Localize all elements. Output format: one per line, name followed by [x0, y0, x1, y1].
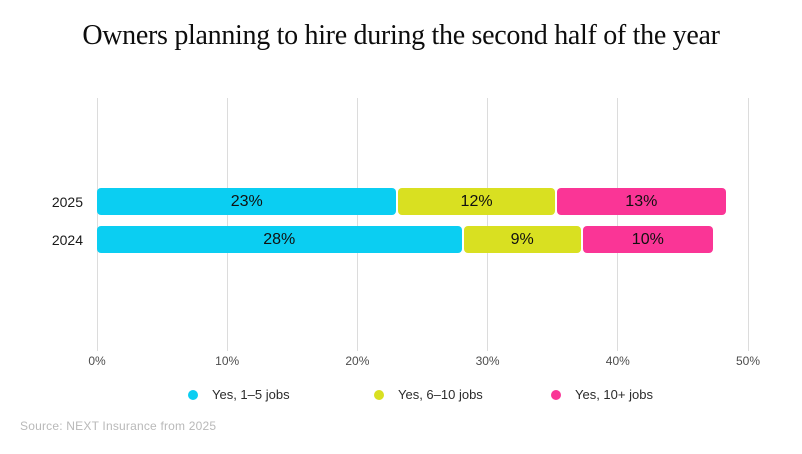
- bar-row: 2025 23% 12% 13%: [52, 188, 748, 215]
- bar-segment: 28%: [97, 226, 462, 253]
- gridline: [226, 98, 228, 351]
- bar-segment: 23%: [97, 188, 397, 215]
- year-label: 2025: [51, 193, 83, 210]
- legend-label: Yes, 10+ jobs: [575, 387, 653, 402]
- gridline: [487, 98, 489, 351]
- x-axis-tick-label: 20%: [345, 354, 370, 368]
- legend-item: Yes, 1–5 jobs: [188, 387, 290, 402]
- plot-area: 2025 23% 12% 13% 2024 28% 9% 10%: [52, 98, 749, 351]
- x-axis-tick-label: 50%: [735, 354, 761, 368]
- bar-segment: 9%: [463, 226, 581, 253]
- legend-label: Yes, 1–5 jobs: [212, 387, 290, 402]
- source-note: Source: NEXT Insurance from 2025: [20, 419, 217, 433]
- gridline: [356, 98, 358, 351]
- x-axis-tick-label: 0%: [88, 354, 106, 368]
- bar-segment: 10%: [582, 226, 713, 253]
- gridline: [747, 98, 749, 351]
- bar-segment: 13%: [556, 188, 726, 215]
- bar-segment: 12%: [398, 188, 555, 215]
- x-axis-tick-label: 40%: [605, 354, 630, 368]
- legend-label: Yes, 6–10 jobs: [398, 387, 483, 402]
- bar-row: 2024 28% 9% 10%: [52, 226, 748, 253]
- gridline: [617, 98, 619, 351]
- chart-title: Owners planning to hire during the secon…: [82, 20, 720, 51]
- legend-dot-icon: [374, 389, 384, 400]
- gridline: [96, 98, 98, 351]
- legend-dot-icon: [551, 389, 561, 400]
- x-axis-tick-label: 30%: [475, 354, 500, 368]
- legend-item: Yes, 6–10 jobs: [374, 387, 483, 402]
- year-label: 2024: [51, 231, 83, 248]
- legend-item: Yes, 10+ jobs: [551, 387, 653, 402]
- legend-dot-icon: [188, 389, 198, 400]
- x-axis-tick-label: 10%: [215, 354, 240, 368]
